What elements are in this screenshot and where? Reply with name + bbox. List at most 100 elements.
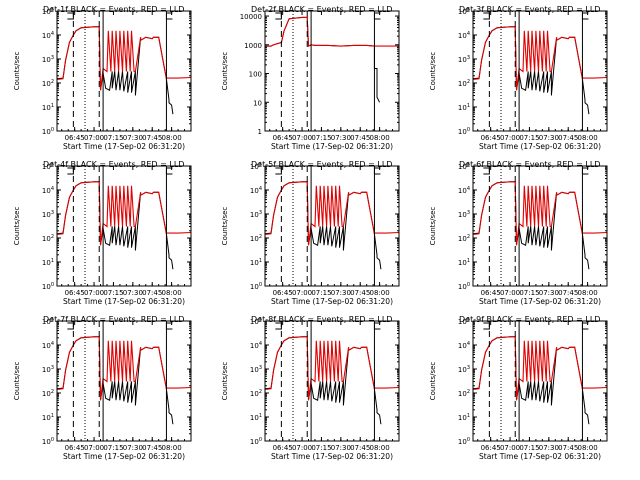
lld-series-line [265,16,399,47]
lld-series-line [472,181,608,246]
x-tick-label: 07:15 [311,289,331,297]
x-tick-label: 07:00 [292,289,312,297]
x-tick-label: 07:00 [500,289,520,297]
y-tick-label: 104 [458,31,470,40]
entry-bracket-mark [275,167,282,175]
x-tick-label: 06:45 [273,289,293,297]
y-tick-label: 100 [458,282,470,291]
panel-title: Det-7f BLACK = Events, RED = LLD [43,315,184,324]
y-tick-label: 101 [42,258,54,267]
x-tick-label: 07:15 [519,289,539,297]
panel-title: Det-3f BLACK = Events, RED = LLD [459,5,600,14]
entry-bracket-mark [275,12,282,20]
y-axis-label: Counts/sec [221,52,229,91]
x-axis-label: Start Time (17-Sep-02 06:31:20) [63,452,185,461]
y-tick-label: 100 [249,71,262,79]
x-tick-label: 07:00 [84,289,104,297]
x-tick-label: 06:45 [273,444,293,452]
y-tick-label: 102 [458,79,470,88]
y-tick-label: 102 [42,389,54,398]
x-tick-label: 06:45 [65,134,85,142]
x-tick-label: 07:15 [519,444,539,452]
lld-series-line [56,336,192,401]
entry-bracket-mark [483,322,490,330]
x-tick-label: 06:45 [65,444,85,452]
exit-bracket-mark [373,322,381,330]
x-axis-label: Start Time (17-Sep-02 06:31:20) [63,297,185,306]
y-tick-label: 100 [250,437,262,446]
y-axis-label: Counts/sec [13,207,21,246]
x-tick-label: 07:45 [558,444,578,452]
x-tick-label: 07:30 [539,134,559,142]
x-tick-label: 08:00 [370,444,390,452]
y-axis-label: Counts/sec [13,52,21,91]
y-tick-label: 10 [253,99,262,107]
entry-bracket-mark [275,322,282,330]
y-tick-label: 103 [458,55,470,64]
x-tick-label: 08:00 [578,134,598,142]
y-tick-label: 102 [42,79,54,88]
detector-panel-8: Det-8f BLACK = Events, RED = LLD 100 101 10… [221,315,400,461]
y-tick-label: 101 [42,103,54,112]
x-tick-label: 08:00 [370,134,390,142]
y-tick-label: 105 [42,7,54,16]
y-tick-label: 105 [458,162,470,171]
x-axis-label: Start Time (17-Sep-02 06:31:20) [479,297,601,306]
plot-frame [264,165,400,287]
x-tick-label: 07:30 [123,444,143,452]
y-axis-label: Counts/sec [221,207,229,246]
lld-series-line [264,336,400,401]
x-tick-label: 07:45 [142,289,162,297]
plot-frame [56,320,192,442]
detector-panel-3: Det-3f BLACK = Events, RED = LLD 100 101 10… [429,5,608,151]
x-tick-label: 07:30 [331,444,351,452]
x-tick-label: 08:00 [162,289,182,297]
x-tick-label: 06:45 [273,134,293,142]
exit-bracket-mark [373,12,381,20]
entry-bracket-mark [483,167,490,175]
y-tick-label: 102 [250,234,262,243]
x-tick-label: 07:00 [292,134,312,142]
y-tick-label: 100 [250,282,262,291]
y-tick-label: 105 [458,317,470,326]
detector-panel-6: Det-6f BLACK = Events, RED = LLD 100 101 10… [429,160,608,306]
x-tick-label: 07:45 [558,289,578,297]
x-tick-label: 06:45 [481,134,501,142]
y-tick-label: 101 [458,413,470,422]
x-tick-label: 07:00 [84,444,104,452]
detector-panel-1: Det-1f BLACK = Events, RED = LLD 100 101 10… [13,5,192,151]
x-tick-label: 07:00 [84,134,104,142]
plot-frame [56,10,192,132]
x-tick-label: 08:00 [578,444,598,452]
y-tick-label: 10000 [240,13,262,21]
y-tick-label: 102 [458,389,470,398]
y-tick-label: 100 [458,437,470,446]
y-tick-label: 1 [258,128,262,136]
entry-bracket-mark [67,12,74,20]
panel-title: Det-1f BLACK = Events, RED = LLD [43,5,184,14]
y-tick-label: 104 [458,341,470,350]
y-tick-label: 101 [250,258,262,267]
events-series-line [265,16,381,103]
y-tick-label: 103 [458,210,470,219]
x-tick-label: 07:15 [519,134,539,142]
x-tick-label: 08:00 [370,289,390,297]
lld-series-line [472,26,608,91]
lld-series-line [56,26,192,91]
x-axis-label: Start Time (17-Sep-02 06:31:20) [271,142,393,151]
x-tick-label: 07:00 [500,444,520,452]
y-tick-label: 105 [42,317,54,326]
y-tick-label: 103 [458,365,470,374]
plot-frame [264,320,400,442]
x-axis-label: Start Time (17-Sep-02 06:31:20) [479,142,601,151]
x-tick-label: 07:30 [539,444,559,452]
y-tick-label: 100 [458,127,470,136]
panel-title: Det-2f BLACK = Events, RED = LLD [251,5,392,14]
entry-bracket-mark [483,12,490,20]
lld-series-line [264,181,400,246]
x-tick-label: 06:45 [481,289,501,297]
x-tick-label: 07:15 [103,289,123,297]
y-tick-label: 105 [42,162,54,171]
y-tick-label: 104 [42,186,54,195]
x-axis-label: Start Time (17-Sep-02 06:31:20) [63,142,185,151]
